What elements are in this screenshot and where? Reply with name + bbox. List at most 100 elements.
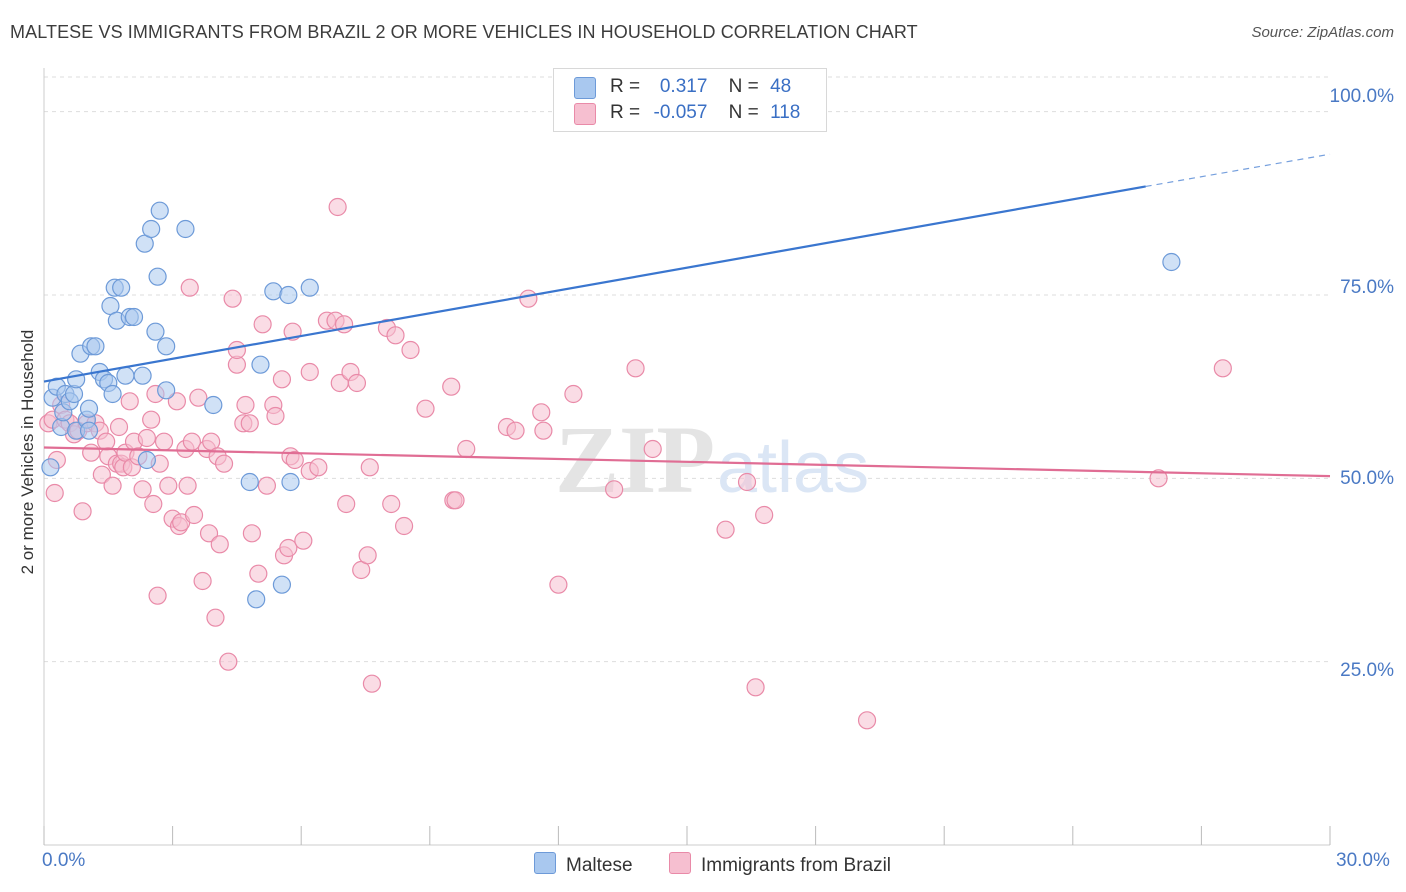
r-label: R = [610, 76, 641, 97]
source-label: Source: ZipAtlas.com [1251, 24, 1394, 41]
maltese-point [112, 278, 131, 297]
brazil-point [92, 465, 111, 484]
brazil-point [182, 432, 201, 451]
y-axis-label: 2 or more Vehicles in Household [18, 329, 37, 575]
brazil-point [159, 476, 178, 495]
brazil-point [120, 392, 139, 411]
brazil-point [386, 326, 405, 345]
n-label: N = [728, 102, 759, 123]
brazil-n-value: 118 [770, 102, 801, 123]
brazil-point [236, 395, 255, 415]
brazil-point [137, 428, 156, 448]
maltese-r-value: 0.317 [659, 76, 708, 97]
brazil-point [294, 531, 313, 550]
maltese-trend-extension [1145, 153, 1331, 188]
brazil-point [549, 575, 568, 594]
brazil-point [519, 289, 538, 308]
brazil-point [337, 494, 356, 514]
maltese-point [137, 450, 156, 470]
brazil-point [360, 458, 379, 477]
legend-label-maltese: Maltese [566, 855, 633, 876]
brazil-point [746, 678, 765, 697]
x-tick-label: 30.0% [1336, 850, 1390, 871]
trend-lines [43, 153, 1331, 478]
watermark-atlas: atlas [717, 428, 869, 508]
brazil-point [223, 289, 242, 308]
maltese-point [41, 458, 60, 477]
brazil-point [300, 362, 319, 382]
y-tick-label: 50.0% [1340, 468, 1394, 489]
maltese-point [281, 472, 300, 492]
maltese-point [133, 366, 152, 385]
y-tick-label: 100.0% [1329, 86, 1394, 107]
maltese-n-value: 48 [770, 76, 792, 97]
brazil-point [457, 439, 476, 459]
brazil-point [605, 480, 624, 499]
brazil-point [82, 443, 101, 462]
brazil-point [133, 480, 152, 499]
brazil-point [109, 417, 129, 437]
brazil-point [167, 392, 186, 411]
brazil-point [189, 388, 208, 407]
maltese-point [157, 337, 176, 356]
brazil-point [253, 315, 272, 334]
maltese-points [41, 102, 1181, 609]
brazil-point [272, 370, 292, 389]
correlation-legend: R = 0.317 N = 48 R = -0.057 N = 118 [553, 68, 827, 132]
maltese-point [124, 307, 144, 327]
maltese-point [240, 472, 259, 492]
brazil-swatch [669, 852, 691, 874]
maltese-point [1162, 252, 1181, 272]
maltese-point [116, 366, 135, 385]
brazil-point [242, 524, 262, 543]
brazil-trend-line [43, 446, 1331, 478]
maltese-point [146, 322, 165, 341]
brazil-point [219, 652, 238, 671]
maltese-point [264, 282, 283, 301]
brazil-point [199, 524, 219, 543]
brazil-point [309, 458, 328, 477]
brazil-point [416, 399, 435, 418]
y-tick-label: 75.0% [1340, 277, 1394, 298]
brazil-point [73, 502, 92, 521]
brazil-point [755, 505, 774, 525]
brazil-point [328, 197, 347, 217]
maltese-point [150, 201, 169, 220]
brazil-point [626, 359, 645, 378]
brazil-point [643, 439, 662, 459]
brazil-point [279, 538, 298, 558]
maltese-point [176, 219, 195, 239]
brazil-point [446, 491, 465, 510]
maltese-point [79, 399, 99, 418]
brazil-point [285, 450, 304, 470]
maltese-swatch [574, 77, 596, 99]
brazil-point [401, 340, 420, 360]
y-tick-label: 25.0% [1340, 660, 1394, 681]
brazil-swatch [574, 103, 596, 125]
maltese-point [251, 355, 270, 374]
brazil-point [534, 421, 553, 440]
brazil-point [564, 384, 583, 404]
brazil-point [506, 421, 525, 440]
brazil-point [716, 520, 735, 539]
maltese-point [67, 370, 86, 389]
maltese-point [279, 285, 298, 305]
maltese-point [79, 421, 99, 440]
brazil-point [257, 476, 277, 495]
brazil-point [1149, 469, 1168, 488]
brazil-point [45, 483, 64, 503]
brazil-point [358, 546, 377, 565]
maltese-point [142, 219, 161, 239]
brazil-point [532, 403, 551, 422]
legend-item-brazil: Immigrants from Brazil [669, 852, 891, 877]
brazil-point [148, 586, 167, 605]
brazil-point [737, 472, 757, 492]
brazil-point [857, 711, 877, 730]
brazil-point [210, 535, 229, 554]
brazil-point [1213, 359, 1232, 378]
legend-label-brazil: Immigrants from Brazil [701, 855, 892, 876]
brazil-point [362, 674, 382, 693]
maltese-point [300, 278, 319, 297]
maltese-point [272, 575, 292, 594]
